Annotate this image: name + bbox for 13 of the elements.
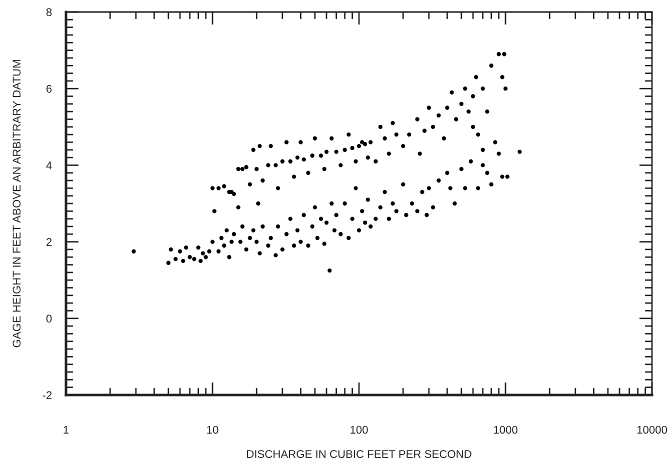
- x-tick-label: 1000: [494, 426, 518, 434]
- y-tick-label: 8: [46, 8, 52, 16]
- y-axis-title: GAGE HEIGHT IN FEET ABOVE AN ARBITRARY DATUM: [12, 60, 21, 348]
- x-tick-label: 1: [64, 426, 69, 434]
- y-tick-label: -2: [42, 391, 52, 400]
- y-tick-label: 2: [46, 238, 52, 246]
- x-tick-label: 10: [207, 426, 218, 434]
- y-tick-label: 6: [46, 84, 52, 93]
- x-tick-label: 100: [350, 426, 368, 434]
- y-tick-label: 0: [46, 314, 52, 323]
- x-tick-label: 10000: [637, 426, 668, 434]
- y-tick-label: 4: [46, 162, 52, 170]
- x-axis-title: DISCHARGE IN CUBIC FEET PER SECOND: [247, 450, 472, 458]
